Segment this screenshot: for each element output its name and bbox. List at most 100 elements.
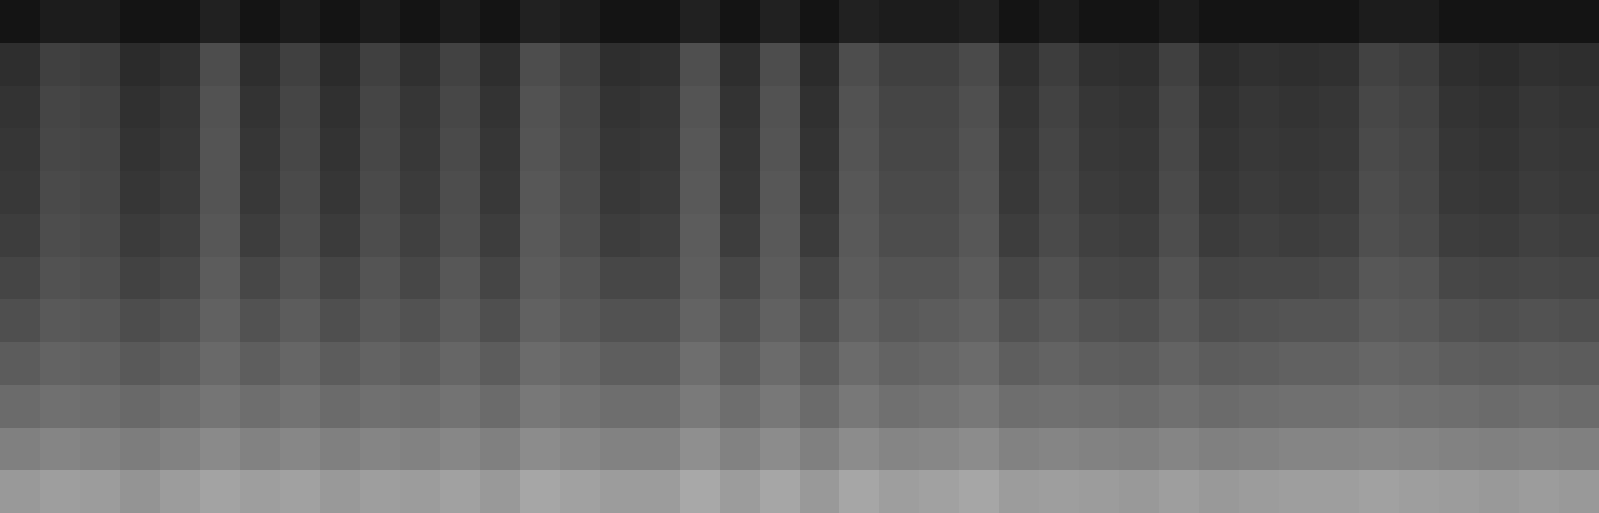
cell — [560, 214, 600, 257]
cell — [1479, 470, 1519, 513]
cell — [1159, 171, 1199, 214]
cell — [1319, 128, 1359, 171]
cell — [1039, 43, 1079, 86]
cell — [1519, 385, 1559, 428]
cell — [959, 214, 999, 257]
cell — [1399, 385, 1439, 428]
cell — [40, 428, 80, 471]
cell — [1439, 171, 1479, 214]
cell — [1239, 128, 1279, 171]
cell — [919, 86, 959, 129]
cell — [200, 257, 240, 300]
cell — [1439, 257, 1479, 300]
cell — [640, 470, 680, 513]
cell — [680, 214, 720, 257]
cell — [800, 43, 840, 86]
cell — [1239, 257, 1279, 300]
cell — [839, 86, 879, 129]
cell — [1359, 86, 1399, 129]
cell — [1159, 128, 1199, 171]
cell — [839, 470, 879, 513]
cell — [160, 342, 200, 385]
cell — [520, 128, 560, 171]
cell — [999, 342, 1039, 385]
cell — [1519, 299, 1559, 342]
cell — [160, 0, 200, 43]
cell — [999, 0, 1039, 43]
cell — [1319, 257, 1359, 300]
cell — [1039, 385, 1079, 428]
cell — [0, 0, 40, 43]
cell — [680, 342, 720, 385]
cell — [1279, 86, 1319, 129]
cell — [1399, 342, 1439, 385]
cell — [320, 171, 360, 214]
cell — [320, 299, 360, 342]
cell — [720, 428, 760, 471]
cell — [999, 299, 1039, 342]
cell — [1359, 385, 1399, 428]
cell — [999, 43, 1039, 86]
cell — [520, 257, 560, 300]
cell — [520, 86, 560, 129]
cell — [879, 86, 919, 129]
cell — [959, 43, 999, 86]
cell — [400, 0, 440, 43]
cell — [959, 385, 999, 428]
cell — [680, 257, 720, 300]
cell — [1479, 171, 1519, 214]
cell — [360, 470, 400, 513]
cell — [720, 299, 760, 342]
cell — [320, 0, 360, 43]
cell — [1479, 43, 1519, 86]
cell — [720, 128, 760, 171]
cell — [280, 257, 320, 300]
cell — [600, 128, 640, 171]
cell — [1079, 257, 1119, 300]
cell — [1119, 385, 1159, 428]
cell — [1079, 342, 1119, 385]
cell — [999, 214, 1039, 257]
cell — [320, 385, 360, 428]
cell — [560, 428, 600, 471]
cell — [1319, 385, 1359, 428]
cell — [440, 86, 480, 129]
cell — [320, 428, 360, 471]
cell — [760, 128, 800, 171]
cell — [1039, 214, 1079, 257]
cell — [1559, 0, 1599, 43]
cell — [120, 428, 160, 471]
cell — [1159, 0, 1199, 43]
cell — [680, 385, 720, 428]
cell — [120, 385, 160, 428]
cell — [160, 299, 200, 342]
cell — [600, 43, 640, 86]
cell — [839, 385, 879, 428]
cell — [760, 428, 800, 471]
cell — [280, 86, 320, 129]
cell — [0, 385, 40, 428]
cell — [280, 470, 320, 513]
cell — [760, 86, 800, 129]
cell — [879, 214, 919, 257]
cell — [560, 470, 600, 513]
cell — [400, 470, 440, 513]
cell — [959, 257, 999, 300]
cell — [919, 0, 959, 43]
cell — [879, 43, 919, 86]
cell — [1399, 0, 1439, 43]
cell — [800, 0, 840, 43]
cell — [1039, 470, 1079, 513]
cell — [280, 342, 320, 385]
cell — [1519, 214, 1559, 257]
cell — [1359, 128, 1399, 171]
cell — [1239, 214, 1279, 257]
cell — [1079, 171, 1119, 214]
cell — [919, 428, 959, 471]
cell — [560, 0, 600, 43]
cell — [240, 257, 280, 300]
cell — [1239, 43, 1279, 86]
cell — [160, 385, 200, 428]
cell — [1159, 257, 1199, 300]
cell — [879, 257, 919, 300]
